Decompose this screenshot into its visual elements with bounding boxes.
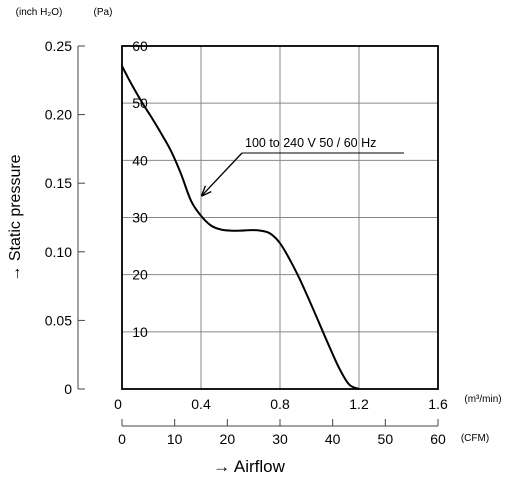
- x-tick-label-m3min: 1.2: [349, 396, 369, 412]
- x-unit-cfm-label: (CFM): [461, 433, 489, 444]
- y-tick-label-pa: 60: [132, 38, 148, 54]
- x-tick-label-m3min: 1.6: [428, 396, 448, 412]
- x-tick-label-m3min: 0.8: [270, 396, 290, 412]
- y-tick-label-pa: 30: [132, 210, 148, 226]
- y-tick-label-pa: 40: [132, 152, 148, 168]
- x-tick-label-cfm: 40: [325, 431, 341, 447]
- y-tick-label-pa: 20: [132, 267, 148, 283]
- y-tick-label-inch: 0.25: [45, 38, 72, 54]
- performance-curve: [121, 65, 360, 390]
- x-tick-label-cfm: 10: [167, 431, 183, 447]
- annotation-label: 100 to 240 V 50 / 60 Hz: [245, 136, 376, 150]
- y-unit-pa-label: (Pa): [94, 7, 113, 18]
- x-tick-label-m3min: 0: [114, 396, 122, 412]
- annotation-arrow: [202, 152, 243, 195]
- x-unit-m3min-label: (m³/min): [464, 394, 501, 405]
- y-tick-label-inch: 0: [64, 381, 72, 397]
- x-tick-label-cfm: 30: [272, 431, 288, 447]
- y-tick-label-inch: 0.15: [45, 175, 72, 191]
- y-axis-title: → Static pressure: [7, 154, 24, 281]
- x-axis-title: → Airflow: [213, 457, 286, 476]
- x-tick-label-cfm: 50: [378, 431, 394, 447]
- y-tick-label-inch: 0.10: [45, 244, 72, 260]
- x-tick-label-cfm: 0: [118, 431, 126, 447]
- y-tick-label-inch: 0.05: [45, 312, 72, 328]
- y-unit-inch-label: (inch H₂O): [16, 7, 63, 18]
- y-tick-label-inch: 0.20: [45, 107, 72, 123]
- x-tick-label-m3min: 0.4: [191, 396, 211, 412]
- y-tick-label-pa: 10: [132, 324, 148, 340]
- plot-frame: [121, 45, 439, 390]
- x-tick-label-cfm: 60: [430, 431, 446, 447]
- x-tick-label-cfm: 20: [220, 431, 236, 447]
